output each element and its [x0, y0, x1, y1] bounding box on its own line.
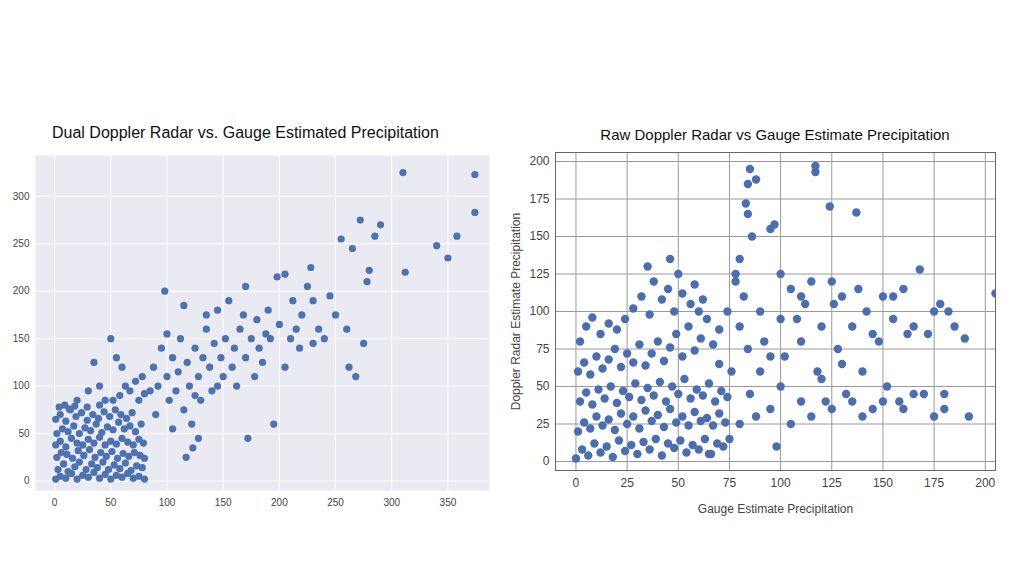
- svg-text:25: 25: [620, 476, 634, 490]
- svg-text:Doppler Radar Estimate Precipi: Doppler Radar Estimate Precipitation: [509, 213, 523, 410]
- svg-text:100: 100: [159, 497, 176, 508]
- svg-text:0: 0: [573, 476, 580, 490]
- svg-text:150: 150: [215, 497, 232, 508]
- svg-text:100: 100: [771, 476, 791, 490]
- svg-text:150: 150: [529, 229, 549, 243]
- html-text:Raw Doppler Radar vs Gauge Est: Raw Doppler Radar vs Gauge Estimate Prec…: [600, 126, 950, 143]
- svg-text:150: 150: [873, 476, 893, 490]
- svg-text:25: 25: [536, 417, 550, 431]
- svg-text:200: 200: [13, 285, 30, 296]
- svg-text:125: 125: [822, 476, 842, 490]
- svg-text:300: 300: [13, 191, 30, 202]
- html-text:Dual Doppler Radar vs. Gauge E: Dual Doppler Radar vs. Gauge Estimated P…: [52, 124, 439, 141]
- svg-text:250: 250: [327, 497, 344, 508]
- svg-text:50: 50: [672, 476, 686, 490]
- svg-text:50: 50: [536, 379, 550, 393]
- svg-text:175: 175: [529, 192, 549, 206]
- svg-text:50: 50: [18, 428, 30, 439]
- svg-text:250: 250: [13, 238, 30, 249]
- svg-text:150: 150: [13, 333, 30, 344]
- svg-text:100: 100: [13, 380, 30, 391]
- svg-text:0: 0: [52, 497, 58, 508]
- svg-text:300: 300: [383, 497, 400, 508]
- svg-text:75: 75: [536, 342, 550, 356]
- svg-text:100: 100: [529, 304, 549, 318]
- svg-text:350: 350: [440, 497, 457, 508]
- svg-text:0: 0: [543, 454, 550, 468]
- svg-text:Gauge Estimate Precipitation: Gauge Estimate Precipitation: [698, 502, 853, 516]
- svg-text:0: 0: [24, 475, 30, 486]
- svg-text:50: 50: [105, 497, 117, 508]
- svg-text:175: 175: [924, 476, 944, 490]
- svg-text:200: 200: [975, 476, 995, 490]
- svg-text:200: 200: [271, 497, 288, 508]
- svg-text:75: 75: [723, 476, 737, 490]
- svg-text:200: 200: [529, 154, 549, 168]
- svg-text:125: 125: [529, 267, 549, 281]
